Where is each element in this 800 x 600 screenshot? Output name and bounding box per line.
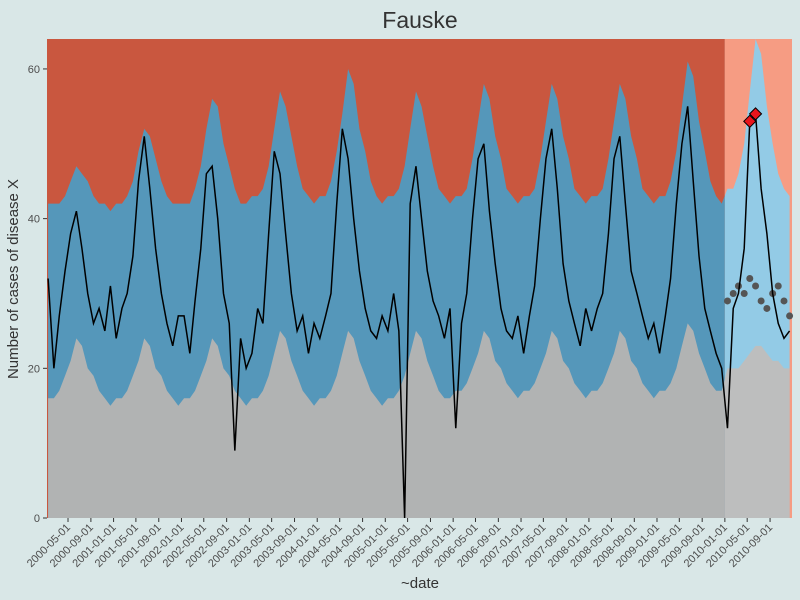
y-tick-label: 0 (34, 513, 40, 525)
alarm-marker (743, 114, 757, 129)
forecast-point (729, 289, 737, 297)
forecast-point (774, 282, 782, 290)
y-tick-label: 40 (28, 214, 40, 226)
x-axis-title: ~date (401, 575, 439, 592)
forecast-point (780, 297, 788, 305)
forecast-point (740, 289, 748, 297)
y-axis-title: Number of cases of disease X (5, 179, 22, 379)
forecast-point (786, 312, 794, 320)
forecast-point (746, 275, 754, 282)
y-tick-label: 20 (28, 363, 40, 375)
cases-line (47, 106, 791, 519)
band-lower (48, 323, 725, 518)
forecast-point (763, 304, 771, 312)
forecast-point (757, 297, 765, 305)
chart-title: Fauske (382, 7, 457, 33)
forecast-point (752, 282, 760, 290)
alarm-marker (748, 107, 763, 121)
y-tick-label: 60 (28, 64, 40, 76)
forecast-point (723, 297, 731, 305)
band-lower-forecast (724, 345, 790, 518)
